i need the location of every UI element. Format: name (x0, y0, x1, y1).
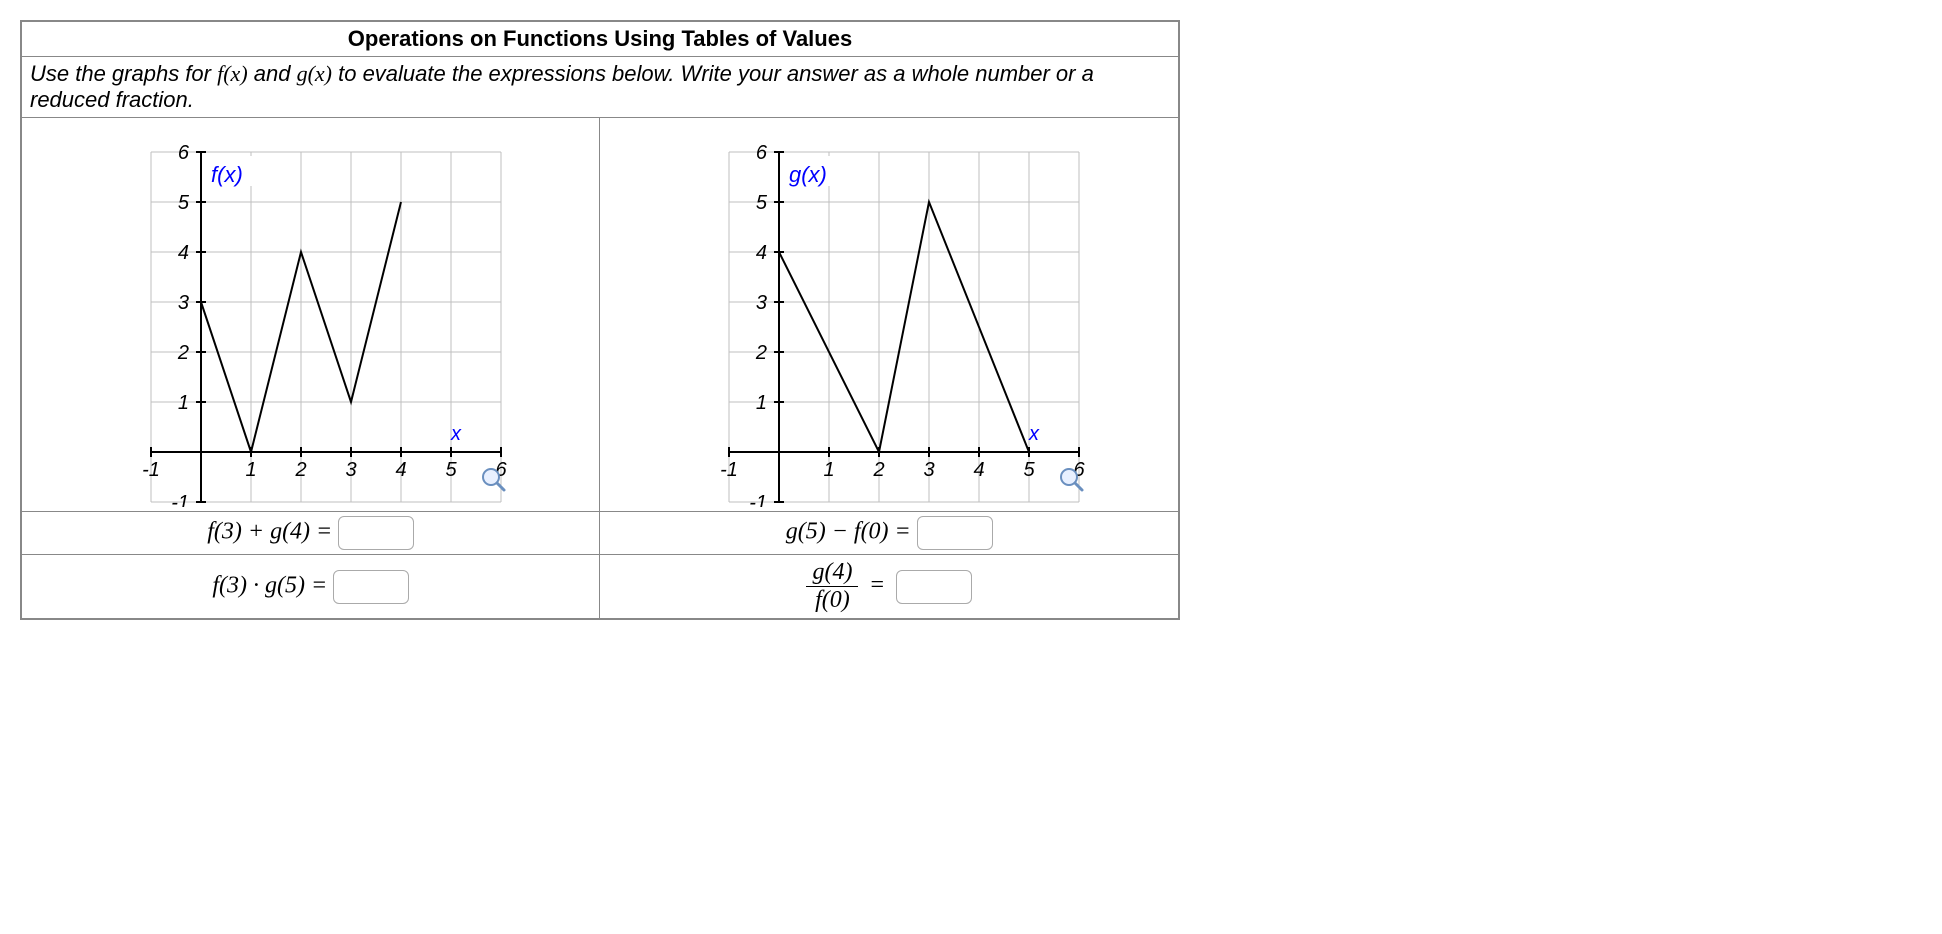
expr-3-input[interactable] (333, 570, 409, 604)
svg-text:2: 2 (755, 342, 767, 364)
svg-text:3: 3 (756, 292, 767, 314)
expr-1-input[interactable] (338, 516, 414, 550)
svg-text:1: 1 (178, 392, 189, 414)
svg-text:-1: -1 (720, 459, 738, 481)
graph-f-cell: -1123456-1123456xf(x) (21, 118, 600, 512)
svg-text:5: 5 (178, 192, 190, 214)
svg-text:5: 5 (445, 459, 457, 481)
svg-text:g(x): g(x) (789, 162, 827, 187)
expr-1-text: f(3) + g(4) = (207, 519, 332, 545)
svg-text:3: 3 (345, 459, 356, 481)
expr-1-cell: f(3) + g(4) = (21, 512, 600, 555)
graph-g: -1123456-1123456xg(x) (679, 122, 1099, 507)
expr-4-cell: g(4) f(0) = (600, 555, 1179, 620)
expr-2-text: g(5) − f(0) = (786, 519, 911, 545)
graph-f: -1123456-1123456xf(x) (101, 122, 521, 507)
expr-4-fraction: g(4) f(0) (806, 559, 858, 614)
svg-text:6: 6 (756, 142, 768, 164)
expr-4-den: f(0) (806, 587, 858, 614)
instr-prefix: Use the graphs for (30, 61, 217, 86)
svg-text:5: 5 (1024, 459, 1036, 481)
svg-text:x: x (450, 423, 462, 445)
expr-4-num: g(4) (806, 559, 858, 587)
svg-text:2: 2 (294, 459, 306, 481)
svg-text:-1: -1 (749, 492, 767, 507)
svg-text:1: 1 (824, 459, 835, 481)
svg-text:-1: -1 (171, 492, 189, 507)
instructions: Use the graphs for f(x) and g(x) to eval… (21, 57, 1179, 118)
svg-text:f(x): f(x) (211, 162, 243, 187)
instr-mid: and (248, 61, 297, 86)
expr-4-eq: = (870, 572, 884, 598)
expr-3-text: f(3) · g(5) = (212, 572, 327, 598)
svg-text:-1: -1 (142, 459, 160, 481)
expr-2-cell: g(5) − f(0) = (600, 512, 1179, 555)
svg-text:4: 4 (395, 459, 406, 481)
svg-text:4: 4 (974, 459, 985, 481)
svg-text:x: x (1028, 423, 1040, 445)
svg-text:4: 4 (756, 242, 767, 264)
svg-text:5: 5 (756, 192, 768, 214)
expr-4-input[interactable] (896, 570, 972, 604)
svg-text:2: 2 (177, 342, 189, 364)
svg-text:4: 4 (178, 242, 189, 264)
instr-g: g(x) (297, 61, 332, 86)
svg-text:1: 1 (245, 459, 256, 481)
expr-3-cell: f(3) · g(5) = (21, 555, 600, 620)
instr-f: f(x) (217, 61, 248, 86)
expr-2-input[interactable] (917, 516, 993, 550)
svg-text:2: 2 (873, 459, 885, 481)
svg-text:6: 6 (178, 142, 190, 164)
problem-table: Operations on Functions Using Tables of … (20, 20, 1180, 620)
graph-g-cell: -1123456-1123456xg(x) (600, 118, 1179, 512)
svg-text:1: 1 (756, 392, 767, 414)
svg-text:3: 3 (178, 292, 189, 314)
svg-text:3: 3 (924, 459, 935, 481)
table-title: Operations on Functions Using Tables of … (21, 21, 1179, 57)
